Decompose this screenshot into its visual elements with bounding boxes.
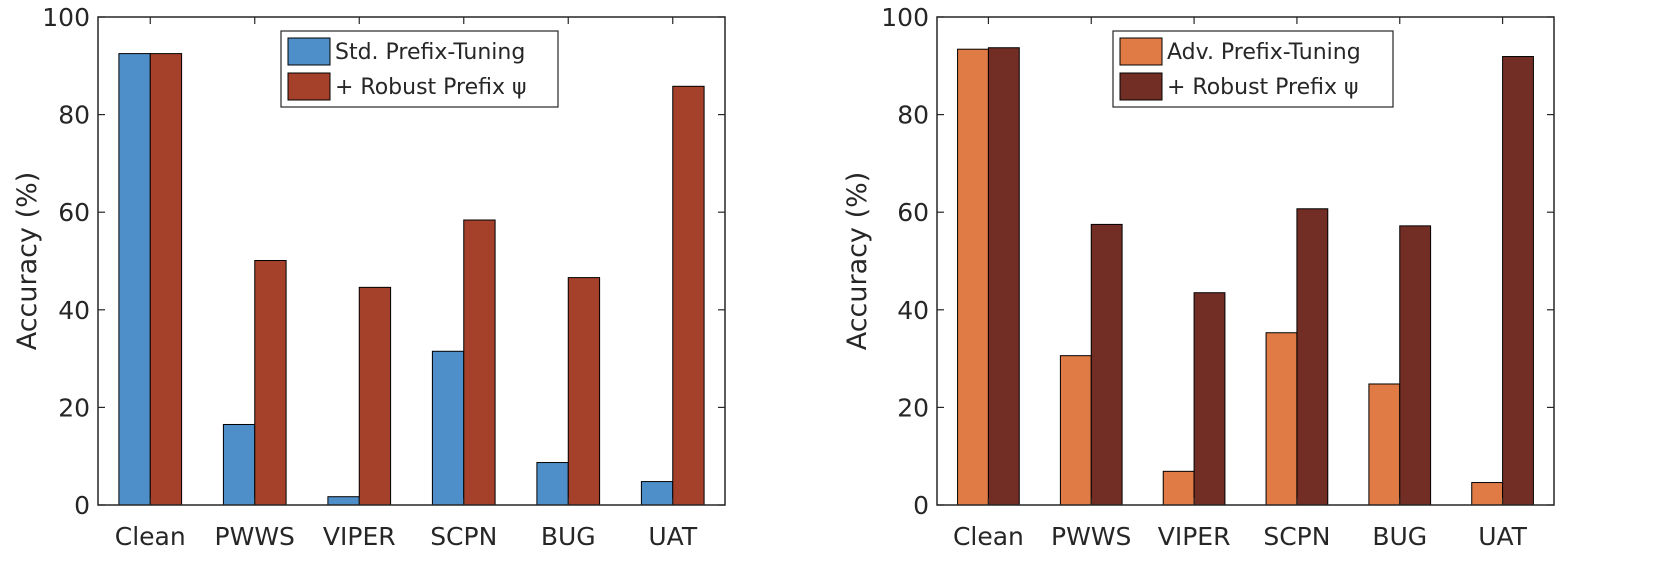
x-tick-label: Clean [953,522,1024,551]
legend-swatch-1 [287,37,331,66]
axes-box [97,16,726,506]
bar-pwws-series-1 [222,423,256,506]
x-tick-label: PWWS [215,522,295,551]
y-tick-label: 0 [74,491,90,520]
x-tick-label: SCPN [430,522,497,551]
bar-bug-series-2 [1399,225,1432,506]
y-tick-label: 20 [897,393,929,422]
legend-label-2: + Robust Prefix ψ [1167,75,1359,100]
bar-bug-series-1 [1368,383,1401,506]
bar-scpn-series-2 [1296,208,1329,506]
y-tick-label: 40 [58,296,90,325]
bar-viper-series-2 [358,286,392,506]
bar-clean-series-1 [957,48,989,506]
y-axis-title: Accuracy (%) [12,172,43,351]
x-tick-label: VIPER [1158,522,1231,551]
legend-swatch-2 [1119,72,1163,101]
x-tick-label: UAT [1478,522,1527,551]
bar-uat-series-2 [1502,56,1534,506]
bar-viper-series-1 [327,496,360,506]
legend-swatch-2 [287,72,331,101]
bar-pwws-series-2 [254,260,287,506]
bar-pwws-series-2 [1090,223,1123,506]
y-tick-label: 80 [897,101,929,130]
bar-bug-series-1 [536,462,569,506]
legend-label-1: Std. Prefix-Tuning [335,40,525,65]
x-tick-label: UAT [648,522,697,551]
bar-scpn-series-1 [1265,332,1298,506]
legend-label-2: + Robust Prefix ψ [335,75,527,100]
y-tick-label: 100 [881,3,929,32]
legend: Std. Prefix-Tuning + Robust Prefix ψ [280,30,559,108]
bar-scpn-series-2 [463,219,496,506]
bar-clean-series-2 [149,53,183,506]
x-tick-label: SCPN [1263,522,1330,551]
x-tick-label: BUG [541,522,596,551]
bar-uat-series-1 [640,481,674,506]
y-tick-label: 60 [897,198,929,227]
legend: Adv. Prefix-Tuning + Robust Prefix ψ [1112,30,1394,108]
y-tick-label: 40 [897,296,929,325]
x-tick-label: BUG [1372,522,1427,551]
y-tick-label: 60 [58,198,90,227]
y-tick-label: 0 [913,491,929,520]
y-tick-label: 100 [42,3,90,32]
bar-bug-series-2 [567,277,601,506]
y-tick-label: 20 [58,393,90,422]
legend-label-1: Adv. Prefix-Tuning [1167,40,1361,65]
bar-uat-series-1 [1471,482,1504,506]
y-tick-label: 80 [58,101,90,130]
bar-pwws-series-1 [1059,355,1092,506]
chart-panel-1: 0 20 40 60 80 100 Clean PWWS VIPER SCPN BUG UAT Accu… [12,3,726,551]
bar-clean-series-2 [987,47,1020,506]
legend-swatch-1 [1119,37,1163,66]
x-tick-label: PWWS [1051,522,1131,551]
x-tick-label: Clean [115,522,186,551]
axes-box [936,16,1555,506]
y-axis-title: Accuracy (%) [842,172,873,351]
bar-clean-series-1 [118,53,151,506]
bar-viper-series-1 [1162,470,1195,506]
bar-viper-series-2 [1193,292,1226,506]
bar-uat-series-2 [672,85,705,506]
x-tick-label: VIPER [323,522,396,551]
bar-scpn-series-1 [431,350,465,506]
chart-panel-2: 0 20 40 60 80 100 Clean PWWS VIPER SCPN BUG UAT Accu… [842,3,1555,551]
